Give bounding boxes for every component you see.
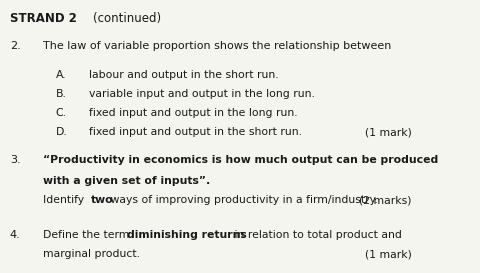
Text: marginal product.: marginal product. bbox=[43, 250, 140, 259]
Text: B.: B. bbox=[56, 89, 67, 99]
Text: 4.: 4. bbox=[10, 230, 21, 240]
Text: (1 mark): (1 mark) bbox=[364, 250, 410, 259]
Text: (1 mark): (1 mark) bbox=[364, 127, 410, 137]
Text: (2 marks): (2 marks) bbox=[358, 195, 410, 205]
Text: Identify: Identify bbox=[43, 195, 88, 205]
Text: C.: C. bbox=[56, 108, 67, 118]
Text: “Productivity in economics is how much output can be produced: “Productivity in economics is how much o… bbox=[43, 155, 438, 165]
Text: A.: A. bbox=[56, 70, 66, 80]
Text: two: two bbox=[90, 195, 113, 205]
Text: diminishing returns: diminishing returns bbox=[126, 230, 246, 240]
Text: fixed input and output in the long run.: fixed input and output in the long run. bbox=[89, 108, 297, 118]
Text: The law of variable proportion shows the relationship between: The law of variable proportion shows the… bbox=[43, 41, 391, 51]
Text: with a given set of inputs”.: with a given set of inputs”. bbox=[43, 176, 210, 186]
Text: variable input and output in the long run.: variable input and output in the long ru… bbox=[89, 89, 314, 99]
Text: in relation to total product and: in relation to total product and bbox=[230, 230, 401, 240]
Text: 2.: 2. bbox=[10, 41, 21, 51]
Text: D.: D. bbox=[56, 127, 67, 137]
Text: ways of improving productivity in a firm/industry.: ways of improving productivity in a firm… bbox=[107, 195, 377, 205]
Text: Define the term: Define the term bbox=[43, 230, 133, 240]
Text: labour and output in the short run.: labour and output in the short run. bbox=[89, 70, 278, 80]
Text: fixed input and output in the short run.: fixed input and output in the short run. bbox=[89, 127, 301, 137]
Text: STRAND 2: STRAND 2 bbox=[10, 12, 76, 25]
Text: (continued): (continued) bbox=[93, 12, 161, 25]
Text: 3.: 3. bbox=[10, 155, 20, 165]
